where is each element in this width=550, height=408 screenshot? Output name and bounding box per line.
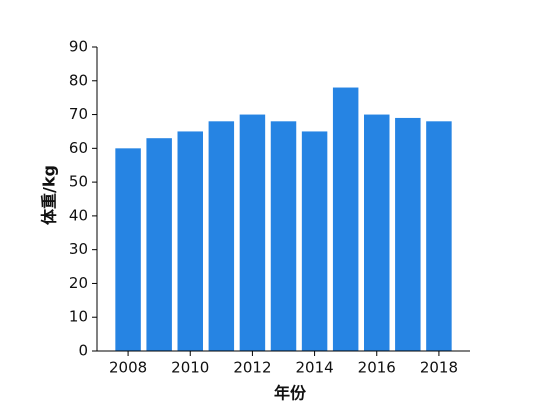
bar (426, 121, 452, 351)
bar (395, 117, 421, 351)
y-tick-label: 30 (69, 240, 88, 258)
bar (301, 131, 328, 351)
x-tick-label: 2012 (233, 359, 271, 377)
y-tick-label: 40 (69, 206, 88, 224)
x-tick-label: 2010 (171, 359, 209, 377)
x-tick-label: 2018 (420, 359, 458, 377)
x-tick-label: 2008 (109, 359, 147, 377)
x-tick-label: 2014 (295, 359, 333, 377)
y-tick-label: 80 (69, 71, 88, 89)
bar (115, 148, 141, 351)
bar (332, 87, 359, 352)
y-axis-label: 体重/kg (40, 165, 59, 225)
y-tick-label: 20 (69, 274, 88, 292)
y-tick-label: 0 (78, 342, 88, 360)
y-tick-label: 60 (69, 139, 88, 157)
bar (208, 121, 235, 351)
bar (239, 114, 266, 351)
y-tick-label: 50 (69, 173, 88, 191)
bar (364, 114, 390, 351)
bar (146, 138, 172, 351)
x-axis-label: 年份 (274, 384, 307, 403)
y-tick-label: 70 (69, 105, 88, 123)
bar (177, 131, 203, 351)
x-tick-label: 2016 (358, 359, 396, 377)
y-tick-label: 10 (69, 308, 88, 326)
y-tick-label: 90 (69, 38, 88, 56)
bar (270, 121, 297, 351)
